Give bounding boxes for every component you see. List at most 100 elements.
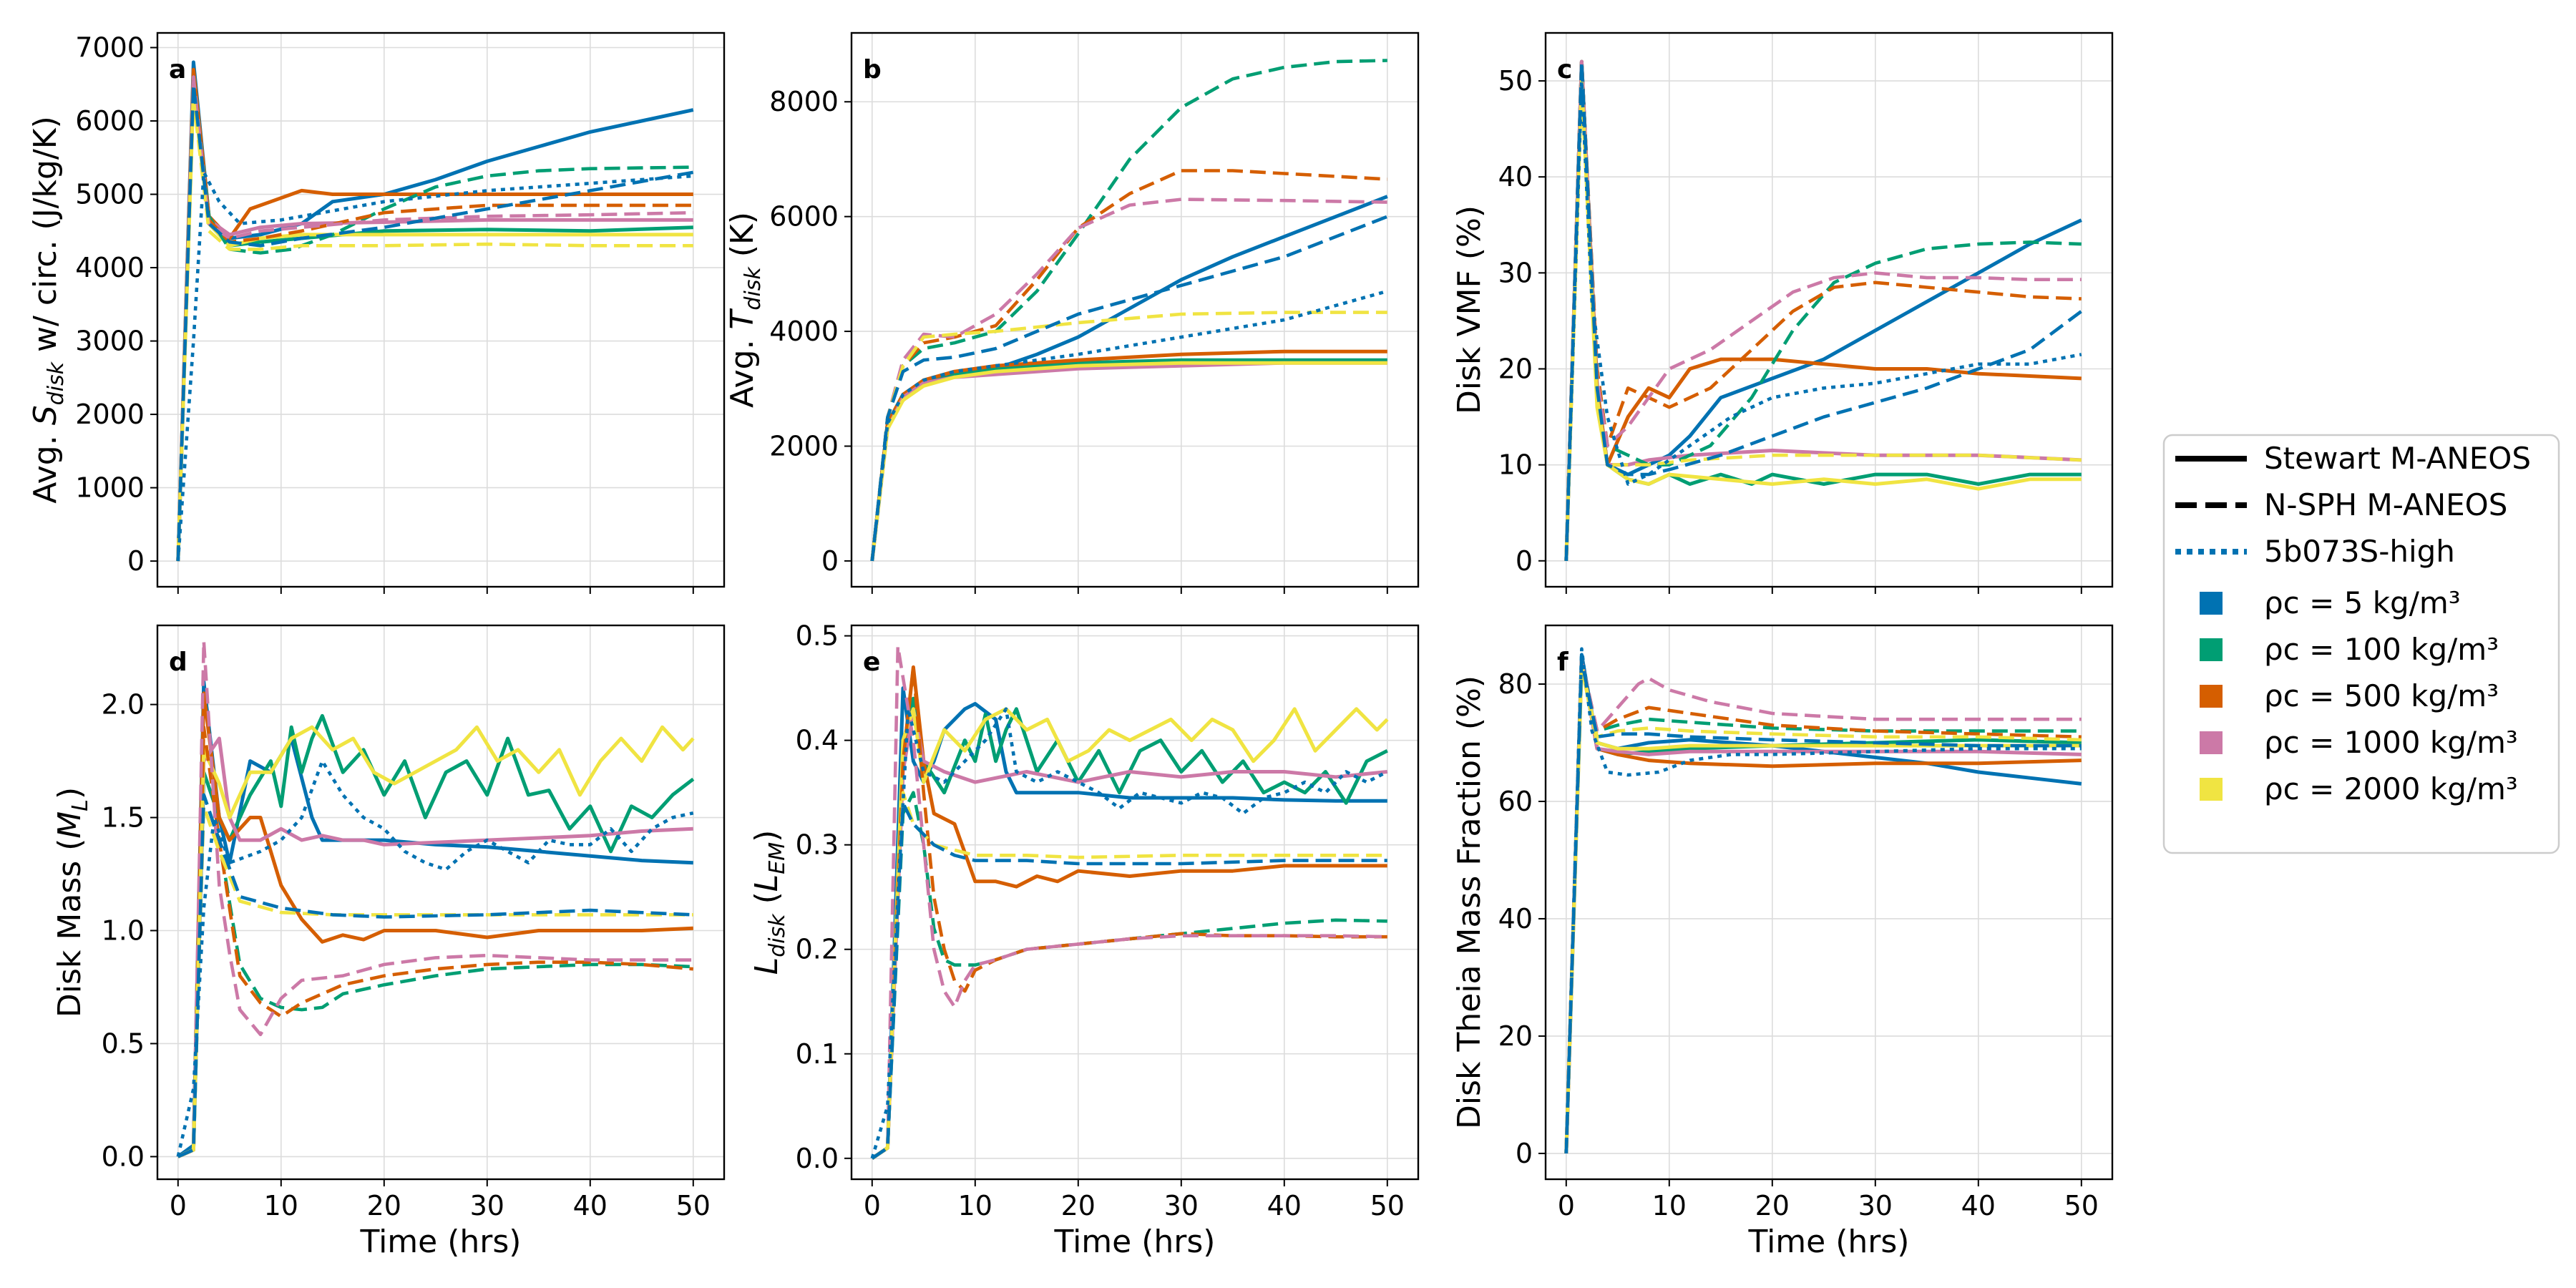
panel-c-frame bbox=[1544, 31, 2114, 588]
x-tick-label: 10 bbox=[264, 1190, 298, 1221]
legend-swatch-rho-500 bbox=[2200, 685, 2223, 708]
legend-entry-rho-5: ρc = 5 kg/m³ bbox=[2200, 585, 2461, 620]
panel-f-ticks: 0 10 20 30 40 50 0 20 40 60 80 bbox=[1498, 668, 2099, 1221]
panel-b-ticks: 0 2000 4000 6000 8000 bbox=[769, 86, 1388, 594]
legend-swatch-rho-100 bbox=[2200, 638, 2223, 661]
legend-entry-rho-500: ρc = 500 kg/m³ bbox=[2200, 678, 2499, 713]
series-line-n-sph-5 bbox=[1564, 59, 2083, 561]
legend-entry-nsph: N-SPH M-ANEOS bbox=[2175, 487, 2507, 522]
y-tick-label: 4000 bbox=[75, 252, 145, 283]
panel-b-letter: b bbox=[863, 55, 882, 84]
legend-entry-rho-2000: ρc = 2000 kg/m³ bbox=[2200, 771, 2518, 806]
panel-e-ticks: 0 10 20 30 40 50 0.0 0.1 0.2 0.3 0.4 0.5 bbox=[796, 620, 1405, 1221]
panel-d-letter: d bbox=[169, 648, 187, 677]
y-tick-label: 0.5 bbox=[102, 1028, 145, 1059]
series-line-n-sph-5 bbox=[870, 215, 1388, 562]
series-line-stewart-1000 bbox=[177, 736, 693, 1158]
y-tick-label: 10 bbox=[1498, 449, 1533, 481]
panel-e-series bbox=[870, 644, 1389, 1160]
panel-c-grid bbox=[1546, 33, 2112, 587]
legend-label-5b073s: 5b073S-high bbox=[2264, 534, 2455, 569]
y-tick-label: 0.0 bbox=[796, 1143, 839, 1174]
y-tick-label: 0 bbox=[821, 545, 839, 577]
panel-a-frame bbox=[156, 31, 726, 588]
y-tick-label: 0 bbox=[127, 545, 145, 577]
panel-d-xlabel: Time (hrs) bbox=[360, 1224, 522, 1260]
series-line-stewart-2000 bbox=[177, 725, 695, 1158]
series-line-n-sph-500 bbox=[176, 68, 693, 562]
y-tick-label: 1000 bbox=[75, 472, 145, 504]
panel-a-ticks: 0 1000 2000 3000 4000 5000 6000 7000 bbox=[75, 32, 694, 594]
y-tick-label: 7000 bbox=[75, 32, 145, 64]
y-tick-label: 1.5 bbox=[102, 802, 145, 834]
series-line-n-sph-500 bbox=[871, 665, 1387, 1160]
x-tick-label: 30 bbox=[470, 1190, 504, 1221]
panel-e-xlabel: Time (hrs) bbox=[1054, 1224, 1216, 1260]
panel-b-frame bbox=[850, 31, 1420, 588]
series-line-n-sph-2000 bbox=[1564, 665, 2082, 1153]
legend: Stewart M-ANEOS N-SPH M-ANEOS 5b073S-hig… bbox=[2162, 434, 2560, 854]
series-line-n-sph-1000 bbox=[177, 639, 693, 1158]
x-tick-label: 30 bbox=[1858, 1190, 1893, 1221]
series-line-n-sph-100 bbox=[870, 59, 1387, 562]
series-line-n-sph-1000 bbox=[1564, 658, 2082, 1153]
x-tick-label: 10 bbox=[958, 1190, 992, 1221]
y-tick-label: 2000 bbox=[75, 399, 145, 430]
series-line-stewart-2000 bbox=[871, 707, 1389, 1160]
series-line-stewart-2000 bbox=[870, 361, 1387, 562]
legend-label-nsph: N-SPH M-ANEOS bbox=[2264, 487, 2507, 522]
series-line-n-sph-1000 bbox=[871, 644, 1387, 1160]
panel-c-ticks: 0 10 20 30 40 50 bbox=[1498, 65, 2082, 594]
panel-f-series bbox=[1564, 647, 2082, 1153]
y-tick-label: 3000 bbox=[75, 326, 145, 357]
legend-box bbox=[2162, 434, 2560, 854]
y-tick-label: 40 bbox=[1498, 161, 1533, 192]
legend-entry-rho-100: ρc = 100 kg/m³ bbox=[2200, 632, 2499, 667]
panel-e-letter: e bbox=[863, 648, 880, 677]
x-tick-label: 50 bbox=[2064, 1190, 2099, 1221]
panel-d-series bbox=[176, 639, 695, 1158]
legend-entry-stewart: Stewart M-ANEOS bbox=[2175, 441, 2531, 476]
panel-a-ylabel: Avg. Sdisk w/ circ. (J/kg/K) bbox=[27, 116, 69, 504]
x-tick-label: 20 bbox=[1755, 1190, 1790, 1221]
y-tick-label: 0.5 bbox=[796, 620, 839, 652]
y-tick-label: 2.0 bbox=[102, 689, 145, 721]
legend-swatch-rho-2000 bbox=[2200, 778, 2223, 801]
panel-f: 0 10 20 30 40 50 0 20 40 60 80 f Disk Theia Mass F… bbox=[1451, 624, 2114, 1260]
y-tick-label: 2000 bbox=[769, 430, 839, 462]
x-tick-label: 20 bbox=[367, 1190, 401, 1221]
panel-c-series bbox=[1564, 59, 2083, 561]
panel-f-xlabel: Time (hrs) bbox=[1748, 1224, 1910, 1260]
series-line-5b073s-high bbox=[1564, 79, 2082, 561]
y-tick-label: 40 bbox=[1498, 903, 1533, 935]
x-tick-label: 40 bbox=[573, 1190, 608, 1221]
panel-e-frame bbox=[850, 624, 1420, 1181]
panel-b-series bbox=[870, 59, 1388, 562]
x-tick-label: 0 bbox=[1558, 1190, 1575, 1221]
y-tick-label: 60 bbox=[1498, 786, 1533, 817]
series-line-stewart-500 bbox=[177, 691, 693, 1158]
y-tick-label: 6000 bbox=[75, 105, 145, 137]
y-tick-label: 4000 bbox=[769, 316, 839, 347]
series-line-n-sph-5 bbox=[177, 793, 693, 1158]
panel-e-grid bbox=[852, 625, 1418, 1179]
panel-e: 0 10 20 30 40 50 0.0 0.1 0.2 0.3 0.4 0.5 e Ldisk (L… bbox=[748, 620, 1420, 1260]
panel-f-ylabel: Disk Theia Mass Fraction (%) bbox=[1451, 675, 1488, 1129]
x-tick-label: 50 bbox=[1370, 1190, 1405, 1221]
y-tick-label: 20 bbox=[1498, 353, 1533, 384]
panel-c-ylabel: Disk VMF (%) bbox=[1451, 205, 1488, 414]
legend-label-rho-2000: ρc = 2000 kg/m³ bbox=[2264, 771, 2518, 806]
series-line-5b073s-high bbox=[870, 707, 1388, 1159]
panel-a-series bbox=[176, 60, 694, 562]
panel-b-ylabel: Avg. Tdisk (K) bbox=[724, 212, 766, 408]
y-tick-label: 5000 bbox=[75, 179, 145, 210]
panel-a-grid bbox=[157, 33, 724, 587]
series-line-n-sph-500 bbox=[870, 169, 1387, 562]
y-tick-label: 0 bbox=[1516, 545, 1533, 577]
legend-label-rho-5: ρc = 5 kg/m³ bbox=[2264, 585, 2461, 620]
panel-a-letter: a bbox=[169, 55, 186, 84]
panel-d: 0 10 20 30 40 50 0.0 0.5 1.0 1.5 2.0 d Disk Mass (… bbox=[52, 624, 726, 1260]
series-line-5b073s-high bbox=[176, 170, 693, 562]
panel-e-ylabel: Ldisk (LEM) bbox=[748, 830, 790, 975]
series-line-stewart-500 bbox=[870, 349, 1387, 562]
